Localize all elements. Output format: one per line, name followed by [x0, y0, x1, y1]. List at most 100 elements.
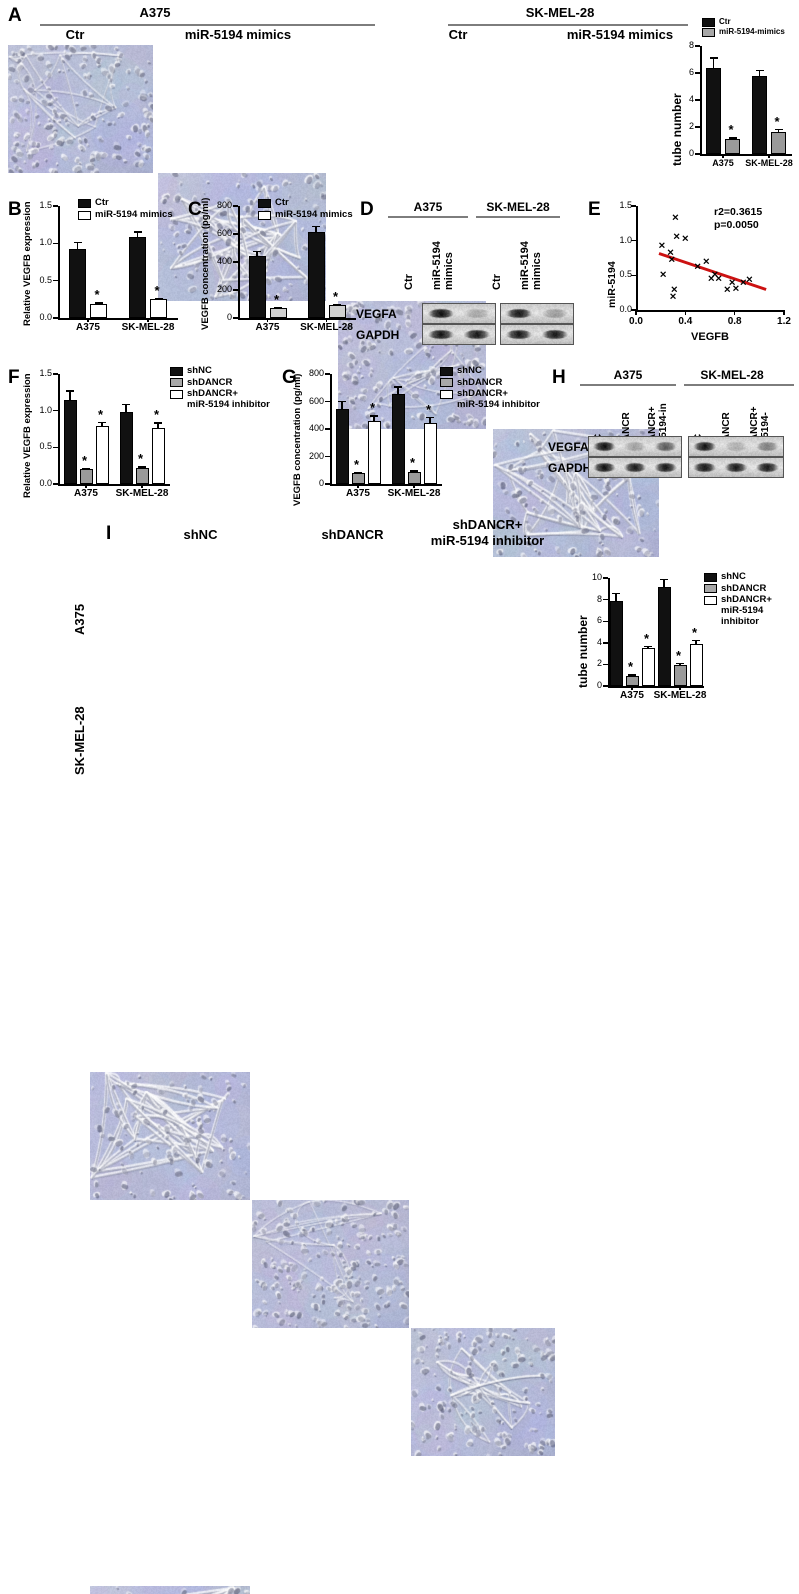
- y-tick: [695, 72, 700, 74]
- bar: [64, 400, 77, 484]
- y-tick: [53, 317, 58, 319]
- significance-marker: *: [628, 660, 633, 673]
- panelA-group-title-skmel28: SK-MEL-28: [440, 5, 680, 20]
- y-tick-label: 1.5: [20, 201, 52, 210]
- y-tick-label: 600: [292, 397, 324, 406]
- x-tick: [87, 318, 89, 322]
- bar: [270, 308, 287, 318]
- bar: [690, 644, 703, 686]
- y-tick-label: 200: [292, 452, 324, 461]
- error-bar-cap: [775, 129, 783, 130]
- panelA-col-label-mimics-a375: miR-5194 mimics: [148, 27, 328, 42]
- error-bar-cap: [676, 663, 684, 664]
- x-axis: [238, 318, 356, 320]
- panelA-col-label-ctr-skmel28: Ctr: [398, 27, 518, 42]
- error-bar: [713, 57, 714, 67]
- y-tick-label: 0: [200, 313, 232, 322]
- bar: [152, 428, 165, 484]
- panelF-legend-item-1: shDANCR: [170, 378, 270, 389]
- panelI-micrograph-skmel28-shnc: [90, 1586, 250, 1594]
- bar: [725, 139, 740, 154]
- panelD-blot-gapdh-a375: [422, 324, 496, 345]
- error-bar-cap: [134, 231, 142, 232]
- y-tick-label: 6: [662, 68, 694, 77]
- bar: [120, 412, 133, 484]
- panelE-x-axis-label: VEGFB: [636, 331, 784, 343]
- panelA-rule-a375: [40, 24, 375, 26]
- y-tick: [53, 447, 58, 449]
- x-axis: [700, 154, 792, 156]
- error-bar-cap: [74, 242, 82, 243]
- bar: [408, 472, 421, 484]
- panelH-blot-vegfa-a375: [588, 436, 682, 457]
- panelF-chart: shNC shDANCR shDANCR+ miR-5194 inhibitor…: [22, 366, 272, 521]
- panelD-blot-vegfa-a375: [422, 303, 496, 324]
- significance-marker: *: [82, 454, 87, 467]
- error-bar-cap: [95, 302, 103, 303]
- panelD-blot-gapdh-skmel28: [500, 324, 574, 345]
- y-axis: [636, 206, 638, 310]
- x-tick-label: SK-MEL-28: [378, 489, 450, 499]
- panelD-rule-a375: [388, 216, 468, 218]
- significance-marker: *: [692, 626, 697, 639]
- y-tick-label: 0.5: [604, 270, 632, 279]
- error-bar-cap: [410, 470, 418, 471]
- y-tick-label: 4: [662, 95, 694, 104]
- significance-marker: *: [676, 649, 681, 662]
- panel-letter-i: I: [106, 524, 111, 543]
- panelI-micrograph-a375-shdancr: [252, 1200, 409, 1328]
- x-tick: [85, 484, 87, 488]
- panelD-blot-vegfa-skmel28: [500, 303, 574, 324]
- panelI-legend: shNC shDANCR shDANCR+ miR-5194 inhibitor: [704, 572, 796, 628]
- x-tick-label: 0.0: [620, 317, 652, 327]
- bar: [674, 665, 687, 686]
- panelA-rule-skmel28: [448, 24, 688, 26]
- scatter-point: ✕: [682, 234, 690, 243]
- y-tick: [695, 153, 700, 155]
- panel-letter-a: A: [8, 6, 22, 25]
- panelD-row-label-vegfa: VEGFA: [356, 307, 397, 321]
- bar: [136, 468, 149, 484]
- panelA-legend-item-1: miR-5194-mimics: [702, 28, 785, 37]
- panelI-chart: shNC shDANCR shDANCR+ miR-5194 inhibitor…: [576, 560, 796, 740]
- y-axis: [58, 206, 60, 318]
- x-tick: [147, 318, 149, 322]
- panelG-plot-area: 0 200 400 600 800 * * A375 * * SK-MEL-28: [330, 374, 442, 484]
- x-tick: [635, 310, 637, 315]
- y-axis: [330, 374, 332, 484]
- y-tick: [603, 642, 608, 644]
- error-bar-cap: [426, 417, 434, 418]
- error-bar-cap: [154, 422, 162, 423]
- panelE-y-axis-label: miR-5194: [606, 261, 618, 308]
- error-bar-cap: [274, 307, 282, 308]
- panelI-col-label-shnc: shNC: [118, 527, 283, 542]
- bar: [329, 305, 346, 318]
- x-tick: [631, 686, 633, 690]
- significance-marker: *: [95, 288, 100, 301]
- panelA-legend-item-0: Ctr: [702, 18, 785, 27]
- bar: [352, 473, 365, 484]
- x-tick: [685, 310, 687, 315]
- y-tick: [233, 205, 238, 207]
- y-tick-label: 800: [292, 369, 324, 378]
- error-bar-cap: [612, 593, 620, 594]
- x-axis: [330, 484, 442, 486]
- bar: [771, 132, 786, 154]
- panelA-chart: Ctr miR-5194-mimics tube number 0 2 4 6 8 * A3…: [668, 18, 796, 178]
- bar: [610, 601, 623, 686]
- scatter-point: ✕: [668, 256, 676, 265]
- panelH-row-label-vegfa: VEGFA: [548, 440, 589, 454]
- bar: [96, 426, 109, 484]
- error-bar-cap: [155, 298, 163, 299]
- scatter-point: ✕: [658, 241, 666, 250]
- significance-marker: *: [354, 458, 359, 471]
- bar: [308, 232, 325, 318]
- panelD-row-label-gapdh: GAPDH: [356, 328, 399, 342]
- panelA-micrograph-a375-ctr: [8, 45, 153, 173]
- x-tick: [679, 686, 681, 690]
- scatter-point: ✕: [746, 276, 754, 285]
- bar: [626, 676, 639, 686]
- bar: [80, 469, 93, 484]
- scatter-point: ✕: [673, 233, 681, 242]
- y-tick: [53, 280, 58, 282]
